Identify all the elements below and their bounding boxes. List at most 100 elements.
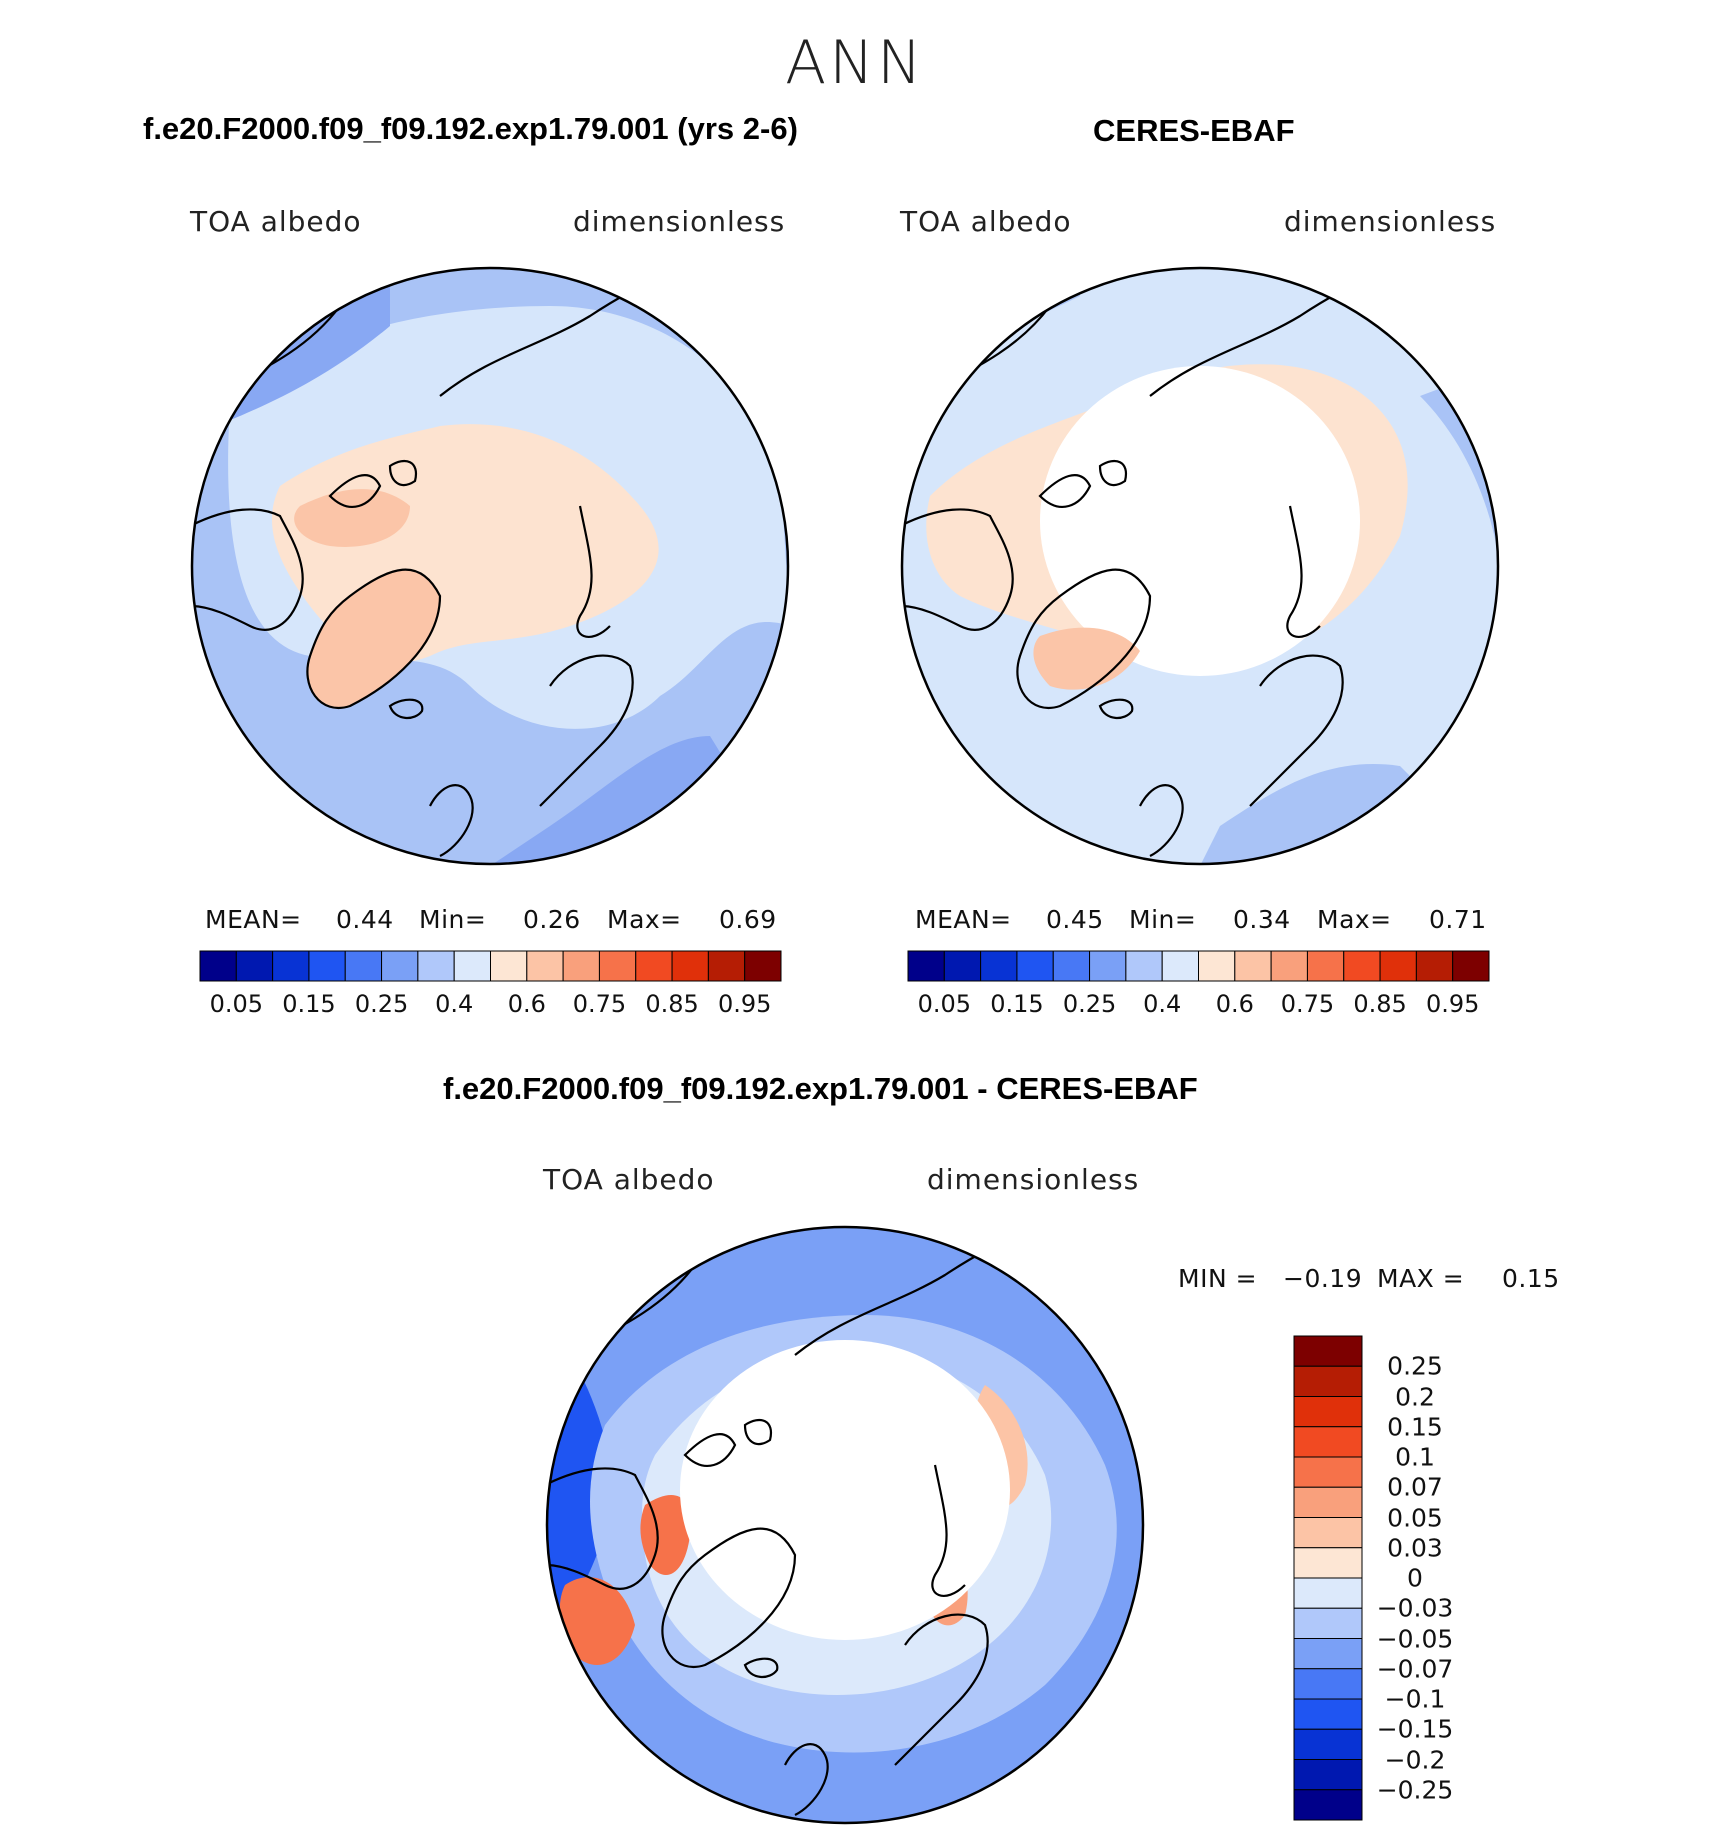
panel-obs-colorbar-tick-label: 0.75 (1280, 990, 1335, 1018)
coast-scandinavia (1249, 654, 1344, 807)
coast-canada (902, 508, 1014, 631)
coast-eurasia (1286, 505, 1321, 638)
panel-diff-colorbar-tick-label: −0.25 (1376, 1775, 1454, 1805)
panel-model-mean: 0.44 (336, 905, 394, 934)
panel-model-max-label: Max= (607, 905, 682, 934)
coast-iceland (743, 1657, 779, 1678)
panel-diff-colorbar-tick-label: −0.1 (1384, 1684, 1446, 1714)
coast-arctic-islands (328, 459, 418, 508)
panel-model-colorbar-swatch (562, 950, 600, 982)
panel-diff-colorbar-swatch (1293, 1547, 1363, 1579)
season-title: ANN (785, 28, 925, 98)
panel-diff-colorbar-tick-label: 0.15 (1387, 1412, 1443, 1442)
panel-obs-colorbar-tick-label: 0.95 (1425, 990, 1480, 1018)
panel-model-min: 0.26 (523, 905, 581, 934)
panel-diff-colorbar-labels: 0.25 0.2 0.15 0.1 0.07 0.05 0.03 0 −0.03 −0.05 −0.… (1370, 1336, 1480, 1820)
field-canada-positive (559, 1577, 635, 1665)
panel-diff-colorbar-swatch (1293, 1668, 1363, 1700)
panel-obs-title: CERES-EBAF (1093, 113, 1295, 148)
panel-model-colorbar-tick-label: 0.6 (507, 990, 546, 1018)
panel-diff-max: 0.15 (1502, 1264, 1560, 1293)
panel-model-colorbar-swatch (417, 950, 455, 982)
panel-obs-colorbar (907, 950, 1490, 982)
panel-obs-colorbar-swatch (1052, 950, 1091, 982)
panel-model-variable: TOA albedo (190, 205, 362, 238)
panel-obs-colorbar-swatch (1270, 950, 1308, 982)
panel-diff-colorbar-swatch (1293, 1365, 1363, 1397)
panel-model-colorbar-swatch (308, 950, 346, 982)
panel-diff-colorbar-swatch (1293, 1638, 1363, 1670)
panel-diff-colorbar-tick-label: 0.05 (1387, 1503, 1443, 1532)
panel-obs-colorbar-swatch (1379, 950, 1417, 982)
panel-diff-max-label: MAX = (1377, 1264, 1465, 1293)
coast-scandinavia (894, 1613, 989, 1766)
panel-obs-colorbar-labels: 0.05 0.15 0.25 0.4 0.6 0.75 0.85 0.95 (908, 990, 1489, 1020)
coast-scandinavia (539, 654, 634, 807)
panel-obs-colorbar-swatch (907, 950, 945, 982)
panel-obs-colorbar-swatch (943, 950, 982, 982)
panel-obs-colorbar-tick-label: 0.15 (990, 990, 1044, 1018)
panel-model-units: dimensionless (573, 205, 786, 238)
panel-obs-colorbar-swatch (1198, 950, 1236, 982)
panel-obs-colorbar-swatch (1089, 950, 1127, 982)
panel-obs-map (900, 266, 1500, 866)
panel-diff-colorbar-tick-label: −0.03 (1376, 1593, 1454, 1623)
field-ellesmere (294, 489, 410, 547)
coast-iceland (388, 698, 424, 719)
missing-data-region (1040, 366, 1360, 676)
panel-obs-mean: 0.45 (1046, 905, 1104, 934)
panel-model-colorbar-swatch (526, 950, 564, 982)
panel-model-colorbar-swatch (381, 950, 419, 982)
panel-diff-colorbar-swatch (1293, 1426, 1363, 1458)
panel-diff-map (545, 1225, 1145, 1825)
panel-diff-colorbar-tick-label: 0.1 (1395, 1442, 1435, 1472)
panel-obs-colorbar-tick-label: 0.25 (1062, 990, 1117, 1018)
panel-diff-min-label: MIN = (1178, 1264, 1258, 1293)
panel-model-colorbar-swatch (707, 950, 746, 982)
coast-arctic-islands (683, 1418, 773, 1467)
panel-diff-colorbar-swatch (1293, 1607, 1363, 1639)
panel-model-min-label: Min= (419, 905, 487, 934)
panel-obs-colorbar-swatch (1125, 950, 1163, 982)
panel-diff-variable: TOA albedo (543, 1163, 715, 1196)
panel-obs-colorbar-swatch (1343, 950, 1381, 982)
panel-model-colorbar-swatch (235, 950, 274, 982)
coast-uk (429, 784, 474, 857)
panel-model-colorbar-swatch (671, 950, 709, 982)
panel-diff-title: f.e20.F2000.f09_f09.192.exp1.79.001 - CE… (443, 1071, 1198, 1106)
panel-model-colorbar-swatch (635, 950, 673, 982)
panel-obs-colorbar-swatch (980, 950, 1018, 982)
panel-model-colorbar-tick-label: 0.85 (645, 990, 699, 1018)
panel-diff-colorbar-swatch (1293, 1456, 1363, 1488)
panel-obs-colorbar-tick-label: 0.05 (917, 990, 972, 1018)
panel-diff-colorbar-swatch (1293, 1577, 1363, 1609)
panel-diff-colorbar-swatch (1293, 1728, 1363, 1760)
panel-diff-colorbar-tick-label: −0.15 (1376, 1714, 1454, 1744)
panel-model-colorbar-tick-label: 0.05 (209, 990, 264, 1018)
field-greenland-south (1033, 627, 1140, 690)
panel-diff-colorbar-tick-label: 0.07 (1387, 1472, 1443, 1502)
coast-uk (1139, 784, 1184, 857)
panel-diff-colorbar (1293, 1335, 1363, 1821)
panel-obs-min-label: Min= (1129, 905, 1197, 934)
panel-obs-variable: TOA albedo (900, 205, 1072, 238)
panel-diff-colorbar-tick-label: 0.25 (1387, 1351, 1443, 1381)
coast-greenland (1016, 568, 1152, 709)
panel-model-colorbar-swatch (744, 950, 782, 982)
panel-diff-colorbar-swatch (1293, 1759, 1363, 1791)
panel-diff-colorbar-swatch (1293, 1486, 1363, 1518)
panel-model-colorbar (199, 950, 782, 982)
panel-obs-colorbar-swatch (1016, 950, 1054, 982)
panel-obs-colorbar-swatch (1415, 950, 1454, 982)
panel-diff-colorbar-swatch (1293, 1698, 1363, 1730)
panel-model-colorbar-tick-label: 0.4 (435, 990, 474, 1018)
panel-model-colorbar-labels: 0.05 0.15 0.25 0.4 0.6 0.75 0.85 0.95 (200, 990, 781, 1020)
panel-obs-colorbar-swatch (1234, 950, 1272, 982)
coast-greenland (661, 1527, 797, 1668)
panel-model-colorbar-swatch (490, 950, 528, 982)
panel-obs-colorbar-tick-label: 0.6 (1215, 990, 1254, 1018)
panel-diff-colorbar-tick-label: −0.2 (1384, 1745, 1446, 1774)
panel-model-mean-label: MEAN= (205, 905, 302, 934)
panel-model-title: f.e20.F2000.f09_f09.192.exp1.79.001 (yrs… (143, 111, 798, 146)
panel-obs-colorbar-swatch (1306, 950, 1345, 982)
